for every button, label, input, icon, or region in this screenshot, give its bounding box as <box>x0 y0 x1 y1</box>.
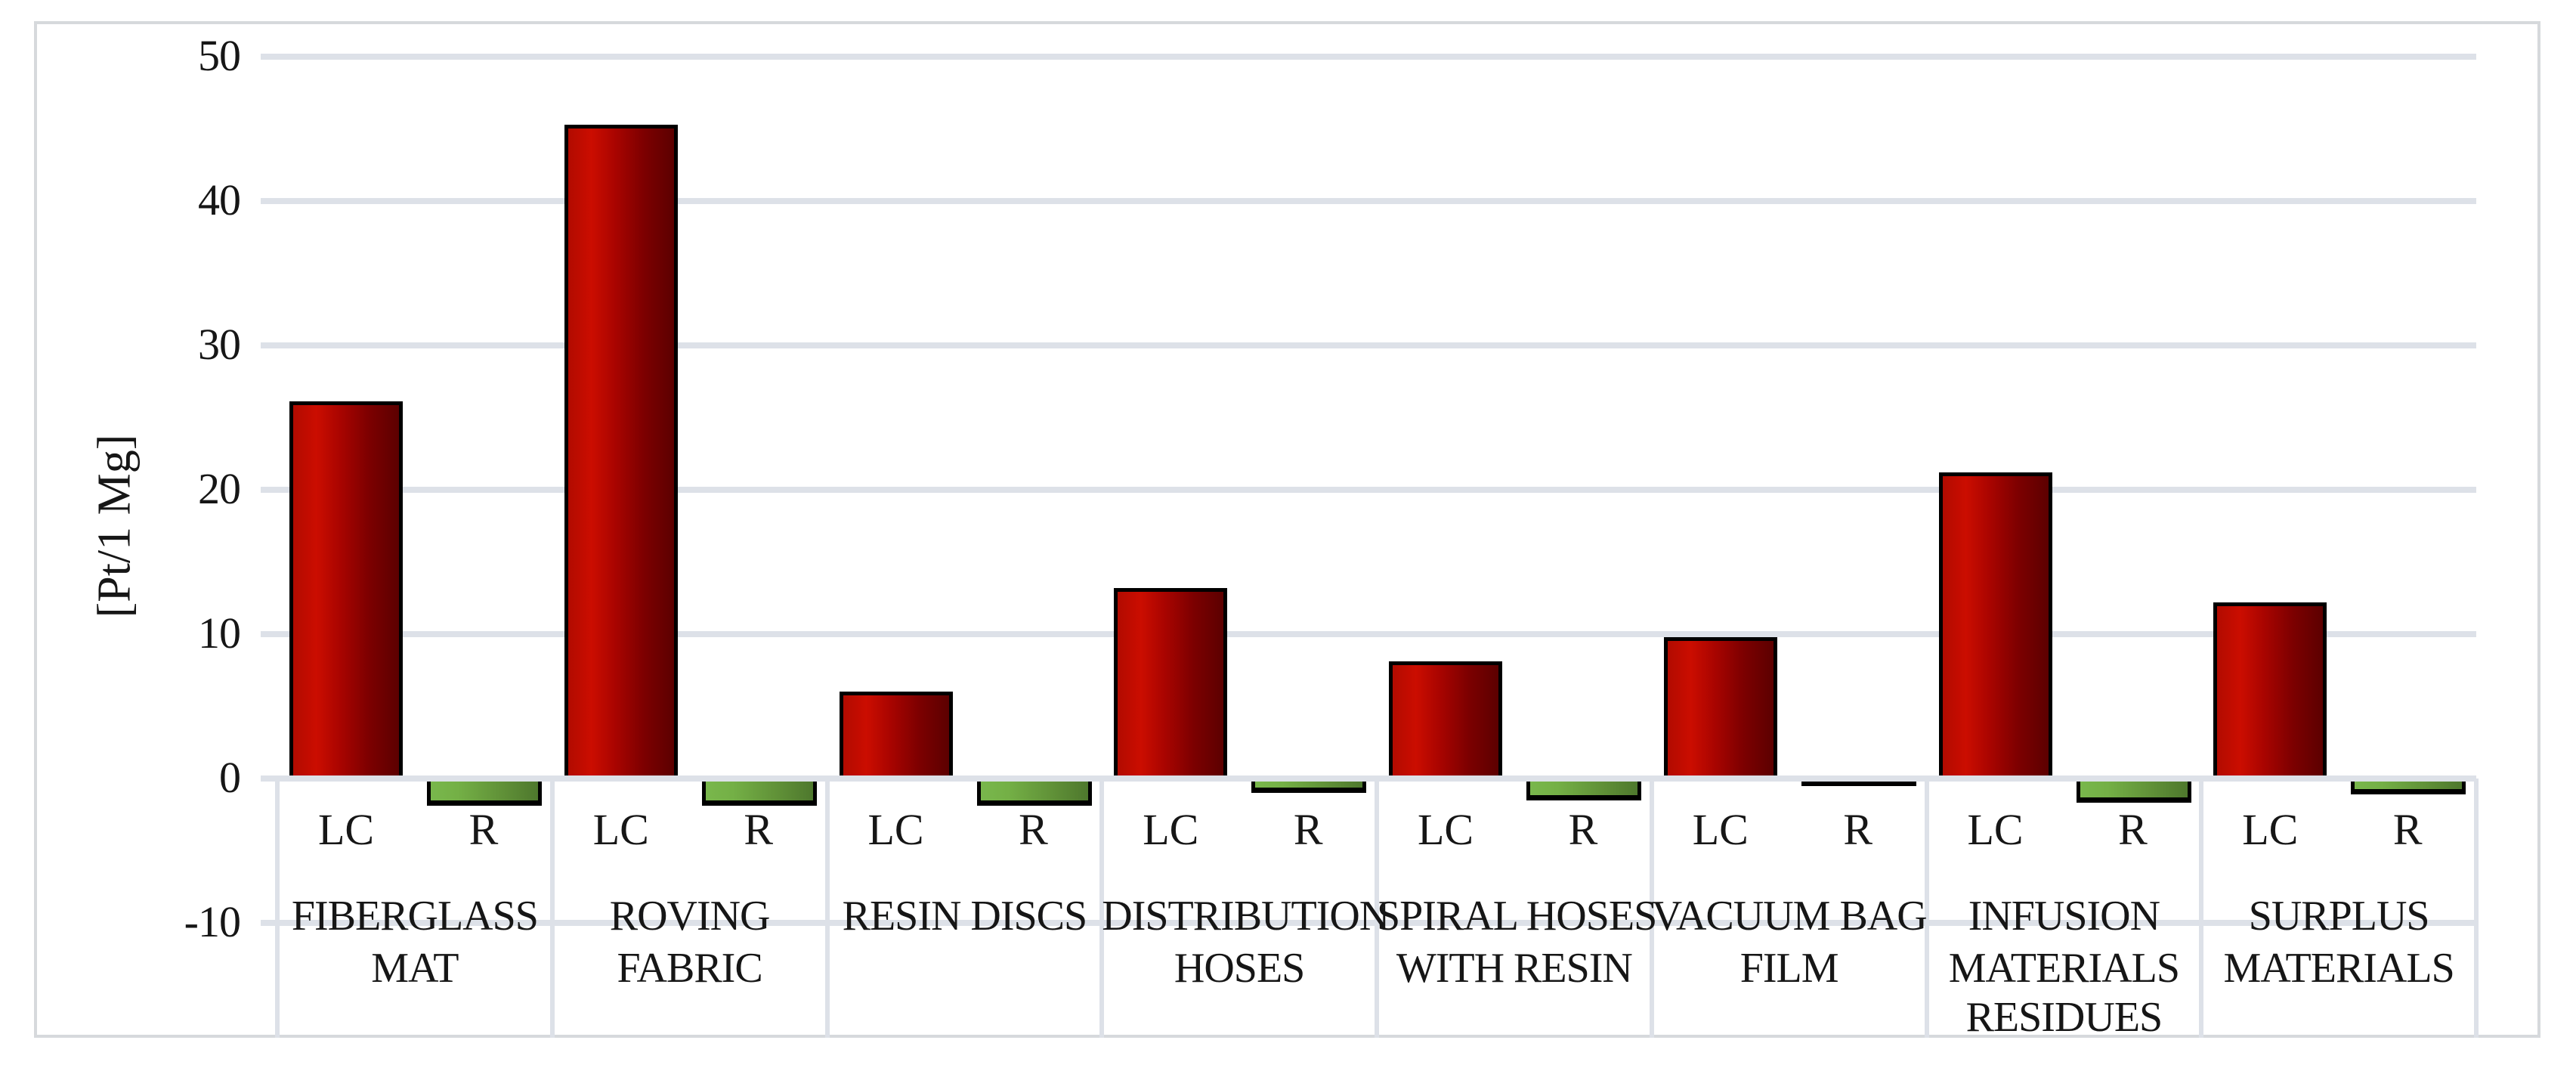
category-label: DISTRIBUTION <box>1102 893 1390 940</box>
category-label: RESIDUES <box>1965 994 2163 1041</box>
bar-r-6 <box>2076 781 2191 803</box>
category-label: INFUSION <box>1968 893 2160 940</box>
gridline-30 <box>261 342 2476 348</box>
bar-sublabel-r: R <box>1019 805 1048 854</box>
y-axis-title: [Pt/1 Mg] <box>88 434 141 618</box>
bar-lc-3 <box>1114 587 1228 776</box>
zero-axis-band <box>261 775 2476 782</box>
y-tick-label: 10 <box>198 608 241 658</box>
bar-r-7 <box>2351 781 2466 794</box>
category-cell-border <box>2199 779 2204 1038</box>
bar-lc-5 <box>1663 636 1777 776</box>
bar-lc-1 <box>564 124 678 776</box>
category-label: HOSES <box>1174 945 1305 992</box>
category-label: SURPLUS <box>2248 893 2430 940</box>
bar-sublabel-lc: LC <box>2242 805 2299 854</box>
bar-sublabel-lc: LC <box>1143 805 1199 854</box>
bar-lc-6 <box>1938 472 2052 776</box>
bar-r-4 <box>1526 781 1641 800</box>
bar-r-3 <box>1251 781 1367 794</box>
y-tick-label: 50 <box>198 31 241 80</box>
y-tick-label: 40 <box>198 175 241 224</box>
chart-outer-frame <box>34 21 2540 1038</box>
y-tick-label: 30 <box>198 320 241 369</box>
category-label: WITH RESIN <box>1396 945 1633 992</box>
bar-r-5 <box>1801 781 1916 786</box>
bar-lc-0 <box>289 401 403 776</box>
category-cell-border <box>549 779 555 1038</box>
category-label: RESIN DISCS <box>842 893 1088 940</box>
category-cell-border <box>1924 779 1929 1038</box>
category-cell-border <box>824 779 830 1038</box>
gridline-40 <box>261 198 2476 204</box>
category-label: MATERIALS <box>1948 945 2180 992</box>
bar-sublabel-r: R <box>744 805 774 854</box>
category-label: MAT <box>371 945 459 992</box>
category-cell-border <box>2474 779 2479 1038</box>
bar-sublabel-r: R <box>1293 805 1323 854</box>
bar-sublabel-r: R <box>2118 805 2148 854</box>
category-cell-border <box>1375 779 1379 1038</box>
bar-r-2 <box>976 781 1092 806</box>
bar-sublabel-lc: LC <box>1967 805 2024 854</box>
y-tick-label: 0 <box>219 753 241 802</box>
category-label: MATERIALS <box>2223 945 2455 992</box>
bar-sublabel-r: R <box>2392 805 2423 854</box>
category-label: FILM <box>1739 945 1839 992</box>
category-label: SPIRAL HOSES <box>1377 893 1657 940</box>
bar-sublabel-r: R <box>469 805 499 854</box>
gridline-20 <box>261 487 2476 493</box>
bar-r-0 <box>427 781 542 806</box>
bar-sublabel-r: R <box>1568 805 1598 854</box>
bar-lc-2 <box>839 692 953 776</box>
category-label: FIBERGLASS <box>291 893 539 940</box>
category-cell-border <box>275 779 280 1038</box>
gridline--10 <box>261 920 2476 926</box>
bar-lc-4 <box>1389 661 1502 776</box>
bar-sublabel-lc: LC <box>592 805 649 854</box>
category-cell-border <box>1649 779 1654 1038</box>
bar-sublabel-r: R <box>1843 805 1873 854</box>
bar-lc-7 <box>2213 602 2327 776</box>
y-tick-label: 20 <box>198 464 241 513</box>
y-tick-label: -10 <box>184 897 241 946</box>
bar-sublabel-lc: LC <box>867 805 924 854</box>
category-label: VACUUM BAG <box>1651 893 1928 940</box>
category-label: FABRIC <box>617 945 763 992</box>
bar-sublabel-lc: LC <box>317 805 375 854</box>
gridline-10 <box>261 631 2476 637</box>
bar-r-1 <box>701 781 817 806</box>
gridline-50 <box>261 54 2476 60</box>
bar-sublabel-lc: LC <box>1417 805 1474 854</box>
category-cell-border <box>1099 779 1105 1038</box>
bar-sublabel-lc: LC <box>1692 805 1749 854</box>
category-label: ROVING <box>609 893 771 940</box>
